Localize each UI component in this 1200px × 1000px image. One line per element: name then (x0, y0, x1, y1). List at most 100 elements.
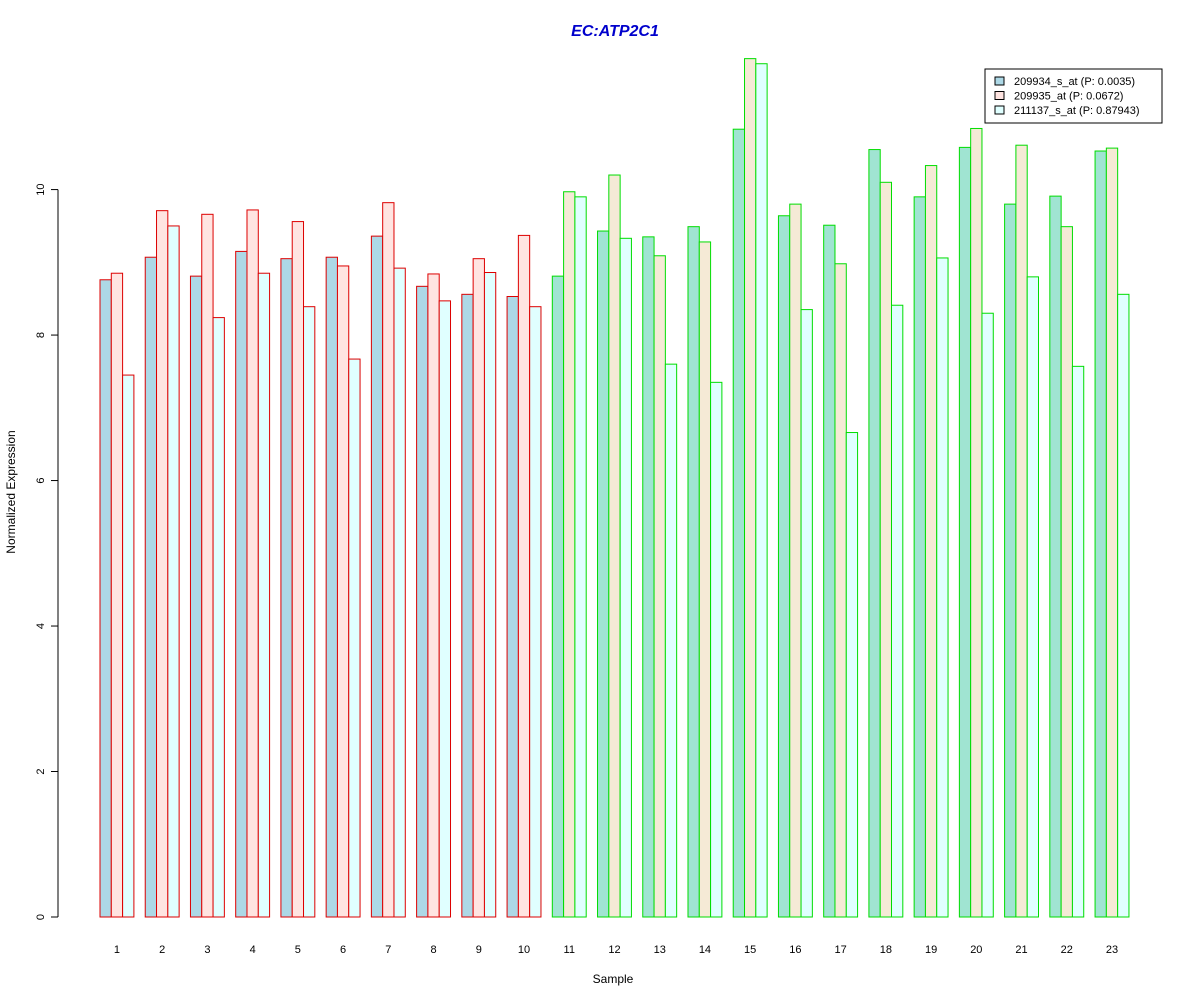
bar-sample-5-series-1 (280, 258, 293, 918)
x-tick-label: 17 (835, 944, 847, 956)
bar-sample-11-series-1 (551, 275, 565, 918)
x-tick-label: 12 (608, 944, 620, 956)
bar-sample-5-series-2 (291, 221, 305, 918)
legend: 209934_s_at (P: 0.0035) 209935_at (P: 0.0… (984, 68, 1163, 124)
bar-sample-8-series-2 (427, 273, 440, 918)
bar-sample-16-series-2 (789, 203, 802, 918)
bar-sample-9-series-2 (472, 258, 485, 918)
bar-sample-15-series-1 (732, 128, 746, 918)
legend-swatch-2 (994, 91, 1005, 100)
x-tick-label: 22 (1061, 944, 1073, 956)
bar-sample-19-series-1 (913, 196, 926, 918)
bar-sample-2-series-3 (167, 225, 180, 918)
x-tick-label: 6 (340, 944, 346, 956)
bar-sample-4-series-1 (235, 250, 248, 918)
bar-sample-18-series-3 (891, 304, 904, 918)
y-tick-label: 2 (35, 768, 47, 774)
bar-sample-22-series-1 (1049, 195, 1062, 918)
bar-sample-14-series-3 (710, 381, 723, 918)
bar-sample-2-series-2 (156, 210, 169, 918)
x-tick-label: 13 (654, 944, 666, 956)
legend-label-3: 211137_s_at (P: 0.87943) (1014, 105, 1140, 117)
bar-sample-1-series-3 (122, 374, 135, 918)
y-tick-label: 4 (35, 623, 47, 629)
bar-sample-3-series-3 (212, 317, 225, 918)
bar-sample-16-series-3 (800, 309, 813, 918)
x-tick-label: 8 (430, 944, 436, 956)
y-tick-label: 0 (35, 914, 47, 920)
x-tick-label: 15 (744, 944, 756, 956)
bar-sample-6-series-3 (348, 358, 361, 918)
bar-sample-12-series-1 (597, 230, 610, 918)
x-tick-label: 18 (880, 944, 892, 956)
y-tick-label: 8 (35, 332, 47, 338)
legend-box (984, 68, 1163, 124)
bar-sample-9-series-1 (461, 293, 474, 918)
bar-area (99, 58, 1130, 918)
bar-sample-17-series-3 (845, 432, 859, 918)
bar-sample-20-series-3 (981, 312, 994, 918)
x-tick-label: 3 (204, 944, 210, 956)
bar-sample-10-series-1 (506, 296, 519, 918)
bar-sample-12-series-2 (608, 174, 621, 918)
bar-sample-18-series-1 (868, 149, 881, 918)
bar-sample-18-series-2 (879, 181, 893, 918)
x-tick-label: 4 (250, 944, 256, 956)
bar-sample-19-series-3 (936, 257, 949, 918)
y-axis-label: Normalized Expression (4, 430, 18, 553)
bar-sample-23-series-2 (1105, 147, 1119, 918)
x-tick-label: 10 (518, 944, 530, 956)
bar-sample-7-series-3 (393, 267, 406, 918)
legend-label-2: 209935_at (P: 0.0672) (1014, 91, 1123, 103)
bar-sample-19-series-2 (924, 165, 938, 918)
bar-sample-6-series-2 (336, 265, 350, 918)
bar-sample-13-series-2 (653, 255, 666, 918)
bar-sample-6-series-1 (325, 256, 338, 918)
y-tick-label: 10 (35, 183, 47, 195)
bar-sample-2-series-1 (144, 256, 158, 918)
y-axis: 0 2 4 6 8 10 (35, 183, 59, 920)
bar-sample-5-series-3 (303, 306, 316, 918)
bar-sample-23-series-3 (1117, 293, 1130, 918)
bar-sample-21-series-1 (1004, 203, 1017, 918)
x-tick-label: 5 (295, 944, 301, 956)
bar-sample-11-series-3 (574, 196, 587, 918)
bar-sample-10-series-2 (517, 234, 531, 918)
x-tick-label: 23 (1106, 944, 1118, 956)
bar-sample-22-series-2 (1060, 226, 1073, 918)
x-tick-label: 9 (476, 944, 482, 956)
bar-sample-15-series-2 (744, 58, 757, 918)
bar-sample-16-series-1 (777, 215, 791, 918)
bar-sample-1-series-2 (110, 272, 124, 918)
bar-sample-8-series-3 (438, 300, 452, 918)
bar-sample-3-series-2 (201, 213, 214, 918)
bar-sample-21-series-2 (1015, 144, 1028, 918)
bar-sample-7-series-2 (382, 202, 395, 918)
legend-swatch-1 (994, 76, 1005, 86)
bar-sample-13-series-1 (642, 236, 655, 918)
bar-sample-15-series-3 (755, 63, 768, 918)
bar-sample-22-series-3 (1071, 365, 1085, 918)
x-axis-tick-labels: 1 2 3 4 5 6 7 8 9 10 11 12 13 14 15 16 17 18 19 20 21 22 23 (114, 944, 1118, 956)
bar-sample-20-series-2 (970, 127, 983, 918)
bar-sample-20-series-1 (958, 146, 972, 918)
x-tick-label: 7 (385, 944, 391, 956)
legend-label-1: 209934_s_at (P: 0.0035) (1014, 76, 1135, 88)
x-tick-label: 20 (970, 944, 982, 956)
chart-title: EC:ATP2C1 (571, 23, 659, 40)
bar-sample-23-series-1 (1094, 150, 1107, 918)
bar-sample-4-series-2 (246, 209, 259, 918)
bar-sample-17-series-1 (823, 224, 836, 918)
bar-sample-3-series-1 (189, 275, 203, 918)
bar-sample-12-series-3 (619, 237, 632, 918)
bar-sample-4-series-3 (257, 272, 271, 918)
bar-sample-13-series-3 (664, 363, 678, 918)
bar-sample-14-series-2 (698, 241, 712, 918)
y-tick-label: 6 (35, 477, 47, 483)
legend-swatch-3 (994, 105, 1005, 115)
bar-sample-1-series-1 (99, 279, 112, 918)
bar-sample-14-series-1 (687, 226, 700, 918)
bar-sample-11-series-2 (563, 191, 576, 918)
bar-sample-7-series-1 (370, 235, 384, 918)
